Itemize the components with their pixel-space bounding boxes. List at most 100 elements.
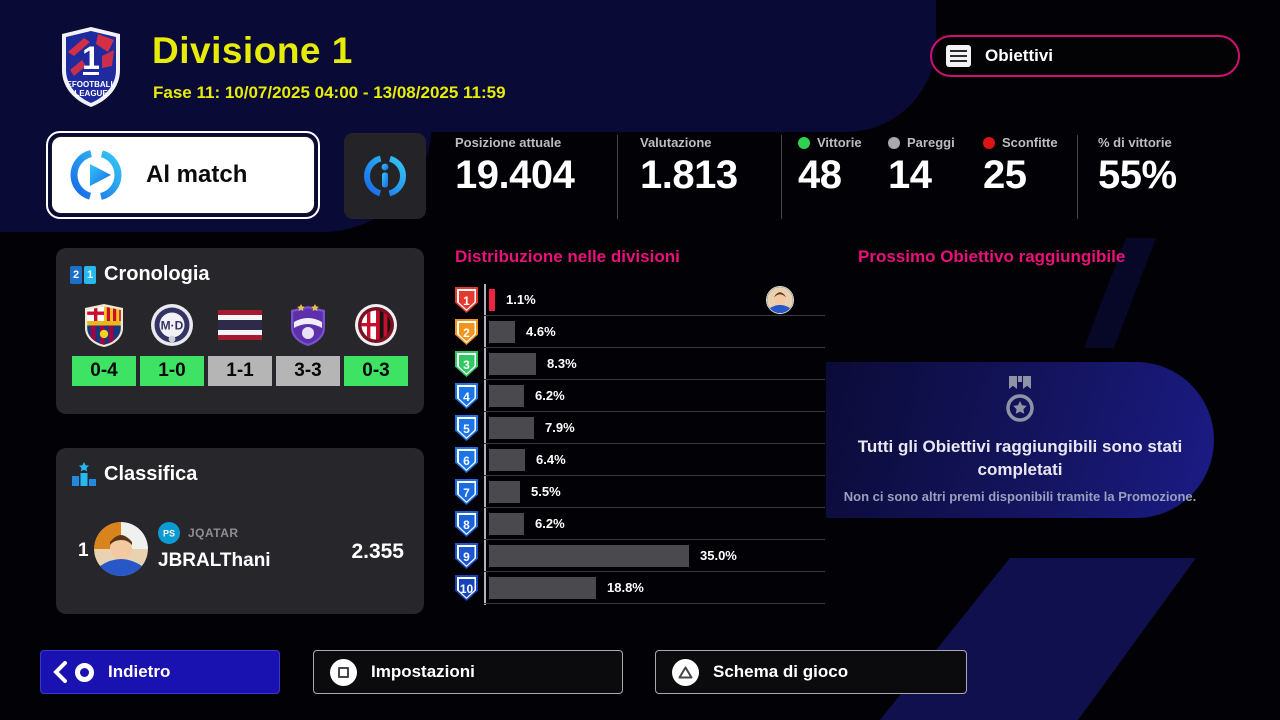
team-logo-alain (276, 300, 340, 348)
stat-label-text: Pareggi (907, 135, 955, 150)
division-row: 6 6.4% (455, 444, 825, 476)
division-badge-ring: 3 (457, 353, 476, 375)
division-distribution-chart: 1 1.1% 2 4.6% 3 8.3% 4 6.2% 5 7.9% 6 6.4% 7 5.5% 8 6.2%… (455, 284, 825, 606)
division-row: 9 35.0% (455, 540, 825, 572)
medal-icon (1006, 375, 1034, 422)
stat-block: Sconfitte 25 (983, 135, 1058, 198)
stat-block: % di vittorie 55% (1098, 135, 1177, 198)
stat-block: Valutazione 1.813 (640, 135, 738, 198)
settings-button[interactable]: Impostazioni (313, 650, 623, 694)
division-badge: 10 (455, 575, 478, 601)
playstation-icon: PS (158, 522, 180, 544)
stats-row: Posizione attuale 19.404 Valutazione 1.813 V… (455, 135, 1245, 221)
player-rating: 2.355 (351, 540, 404, 563)
division-badge-ring: 7 (457, 481, 476, 503)
stat-label-text: % di vittorie (1098, 135, 1172, 150)
division-bar (489, 353, 536, 375)
division-badge-ring: 6 (457, 449, 476, 471)
row-separator (484, 603, 825, 604)
match-score: 0-4 (72, 356, 136, 386)
division-badge-ring: 2 (457, 321, 476, 343)
to-match-label: Al match (146, 161, 248, 188)
division-bar (489, 385, 524, 407)
player-name: JBRALThani (158, 550, 271, 571)
division-percent-label: 1.1% (506, 292, 536, 307)
team-logo-md: M·D (140, 300, 204, 348)
objective-heading: Tutti gli Obiettivi raggiungibili sono s… (857, 436, 1183, 479)
to-match-button[interactable]: Al match (46, 131, 320, 219)
match-item: M·D 1-0 (140, 300, 204, 386)
row-separator (484, 315, 825, 316)
division-badge: 1 (455, 287, 478, 313)
stat-dot (888, 136, 900, 149)
play-icon (70, 149, 122, 201)
division-badge: 3 (455, 351, 478, 377)
match-item: 0-4 (72, 300, 136, 386)
stat-block: Posizione attuale 19.404 (455, 135, 575, 198)
circle-button-icon (75, 662, 94, 682)
team-logo-milan (344, 300, 408, 348)
stat-divider (617, 135, 618, 219)
hamburger-menu-icon (946, 45, 971, 67)
division-percent-label: 6.4% (536, 452, 566, 467)
game-plan-label: Schema di gioco (713, 662, 849, 681)
stat-value: 48 (798, 153, 842, 197)
match-score: 3-3 (276, 356, 340, 386)
division-badge-number: 4 (458, 386, 475, 406)
division-badge-number: 6 (458, 450, 475, 470)
division-percent-label: 5.5% (531, 484, 561, 499)
division-row: 1 1.1% (455, 284, 825, 316)
row-separator (484, 443, 825, 444)
info-button[interactable] (344, 133, 426, 219)
division-percent-label: 18.8% (607, 580, 644, 595)
division-row: 4 6.2% (455, 380, 825, 412)
division-badge-number: 9 (458, 546, 475, 566)
back-button[interactable]: Indietro (40, 650, 280, 694)
division-badge-ring: 5 (457, 417, 476, 439)
division-badge-number: 3 (458, 354, 475, 374)
chart-title: Distribuzione nelle divisioni (455, 247, 680, 266)
chart-axis-line (484, 284, 486, 605)
stat-label: % di vittorie (1098, 135, 1177, 150)
division-badge-number: 8 (458, 514, 475, 534)
team-logo-barcelona (72, 300, 136, 348)
ranking-title: Classifica (104, 463, 198, 485)
back-chevron-icon (53, 661, 67, 683)
division-badge-number: 2 (458, 322, 475, 342)
division-badge-ring: 4 (457, 385, 476, 407)
match-item: 0-3 (344, 300, 408, 386)
division-row: 8 6.2% (455, 508, 825, 540)
division-badge: 2 (455, 319, 478, 345)
division-bar (489, 545, 689, 567)
division-percent-label: 35.0% (700, 548, 737, 563)
stat-label: Posizione attuale (455, 135, 574, 150)
division-badge-ring: 9 (457, 545, 476, 567)
stat-label: Sconfitte (983, 135, 1058, 150)
row-separator (484, 379, 825, 380)
stat-value: 19.404 (455, 153, 575, 197)
svg-text:1: 1 (82, 40, 100, 76)
row-separator (484, 539, 825, 540)
division-badge-number: 5 (458, 418, 475, 438)
match-item: 1-1 (208, 300, 272, 386)
division-badge-ring: 1 (457, 289, 476, 311)
stat-divider (1077, 135, 1078, 219)
division-bar (489, 577, 596, 599)
back-label: Indietro (108, 662, 171, 681)
division-badge-number: 1 (458, 290, 475, 310)
division-percent-label: 6.2% (535, 388, 565, 403)
division-row: 10 18.8% (455, 572, 825, 604)
division-badge-number: 10 (458, 578, 475, 598)
game-plan-button[interactable]: Schema di gioco (655, 650, 967, 694)
division-badge-ring: 10 (457, 577, 476, 599)
stat-block: Vittorie 48 (798, 135, 862, 198)
division-badge-ring: 8 (457, 513, 476, 535)
division-bar (489, 449, 525, 471)
objectives-button[interactable]: Obiettivi (930, 35, 1240, 77)
division-row: 2 4.6% (455, 316, 825, 348)
stat-label: Valutazione (640, 135, 738, 150)
division-row: 5 7.9% (455, 412, 825, 444)
